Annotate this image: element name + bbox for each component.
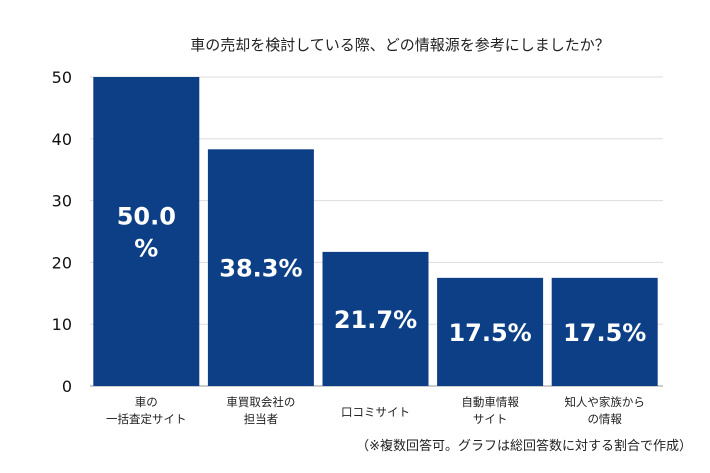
y-tick-label: 0 [62,377,72,396]
x-tick-label: 車買取会社の [226,395,295,409]
data-label: 17.5% [563,319,646,347]
data-label: 17.5% [448,319,531,347]
y-tick-label: 30 [52,192,72,211]
bar [207,149,314,386]
x-tick-label: 知人や家族から [564,395,645,409]
y-tick-label: 10 [52,315,72,334]
data-label: 50.0 [117,203,176,231]
x-tick-label: 車の [135,395,158,409]
x-tick-label: 口コミサイト [341,405,410,419]
x-tick-label: 自動車情報 [461,395,519,409]
bar [551,277,658,386]
chart-note: （※複数回答可。グラフは総回答数に対する割合で作成） [356,438,692,454]
data-label: 21.7% [334,306,417,334]
y-tick-label: 50 [52,68,72,87]
chart-title: 車の売却を検討している際、どの情報源を参考にしましたか？ [190,36,610,54]
bar [437,277,544,386]
x-tick-label: 担当者 [244,412,279,426]
data-label: % [134,235,158,263]
bar [93,77,200,386]
x-tick-label: サイト [473,412,508,426]
y-tick-label: 40 [52,130,72,149]
x-tick-label: 一括査定サイト [106,412,187,426]
data-label: 38.3% [219,255,302,283]
bar [322,251,429,386]
x-tick-label: の情報 [587,412,622,426]
y-tick-label: 20 [52,253,72,272]
